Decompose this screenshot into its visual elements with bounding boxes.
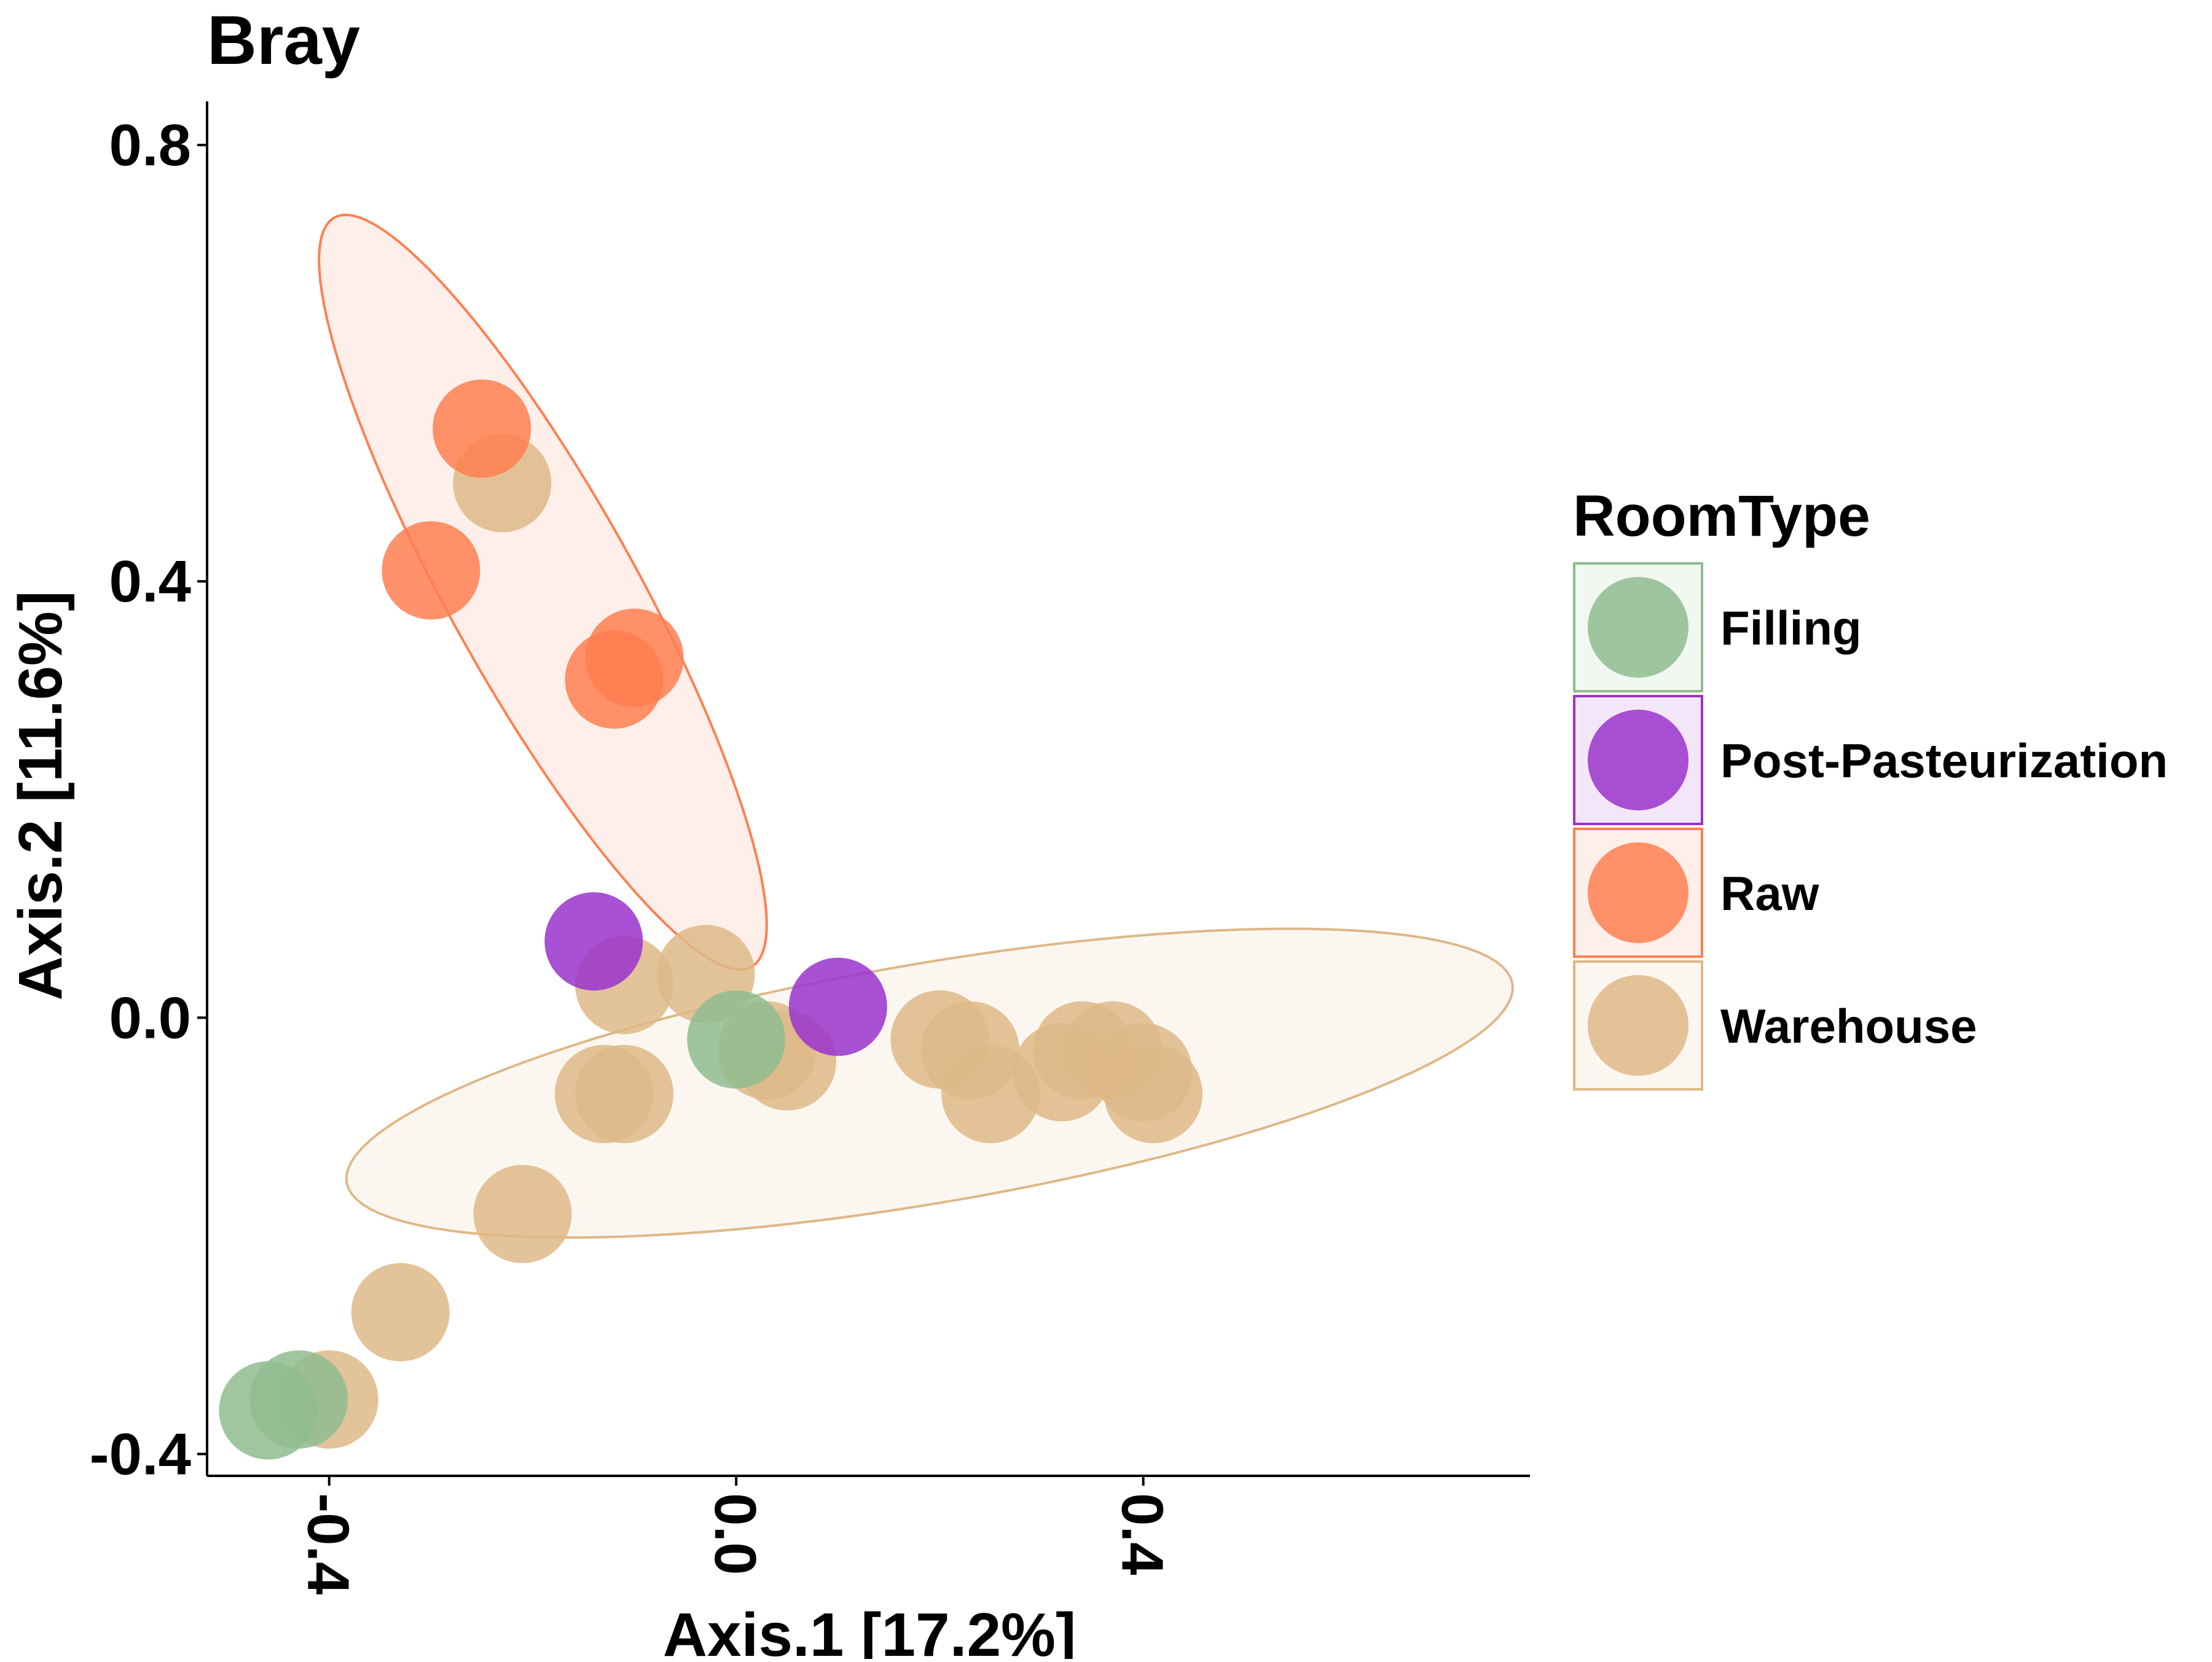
legend-entry-label: Post-Pasteurization xyxy=(1720,734,2168,788)
point-post-pasteurization xyxy=(544,892,643,991)
point-warehouse xyxy=(1104,1045,1203,1143)
x-tick-label: 0.0 xyxy=(702,1493,768,1575)
point-filling xyxy=(219,1361,318,1460)
legend-key-marker xyxy=(1588,842,1688,943)
y-axis-label: Axis.2 [11.6%] xyxy=(6,590,75,1000)
legend-entry-label: Raw xyxy=(1720,866,1819,920)
point-filling xyxy=(687,990,786,1089)
axes-layer: -0.4 0.0 0.4 0.8 -0.4 0.0 0.4 xyxy=(90,101,1530,1594)
x-tick-label: 0.4 xyxy=(1110,1493,1175,1575)
y-tick-label: 0.4 xyxy=(109,549,191,614)
legend-title: RoomType xyxy=(1573,484,1870,549)
point-warehouse xyxy=(575,1045,673,1143)
legend-key-marker xyxy=(1588,975,1688,1076)
legend: RoomType Filling Post-Pasteurization Raw Wa… xyxy=(1573,484,2168,1091)
point-raw xyxy=(382,521,480,620)
point-raw xyxy=(433,379,531,478)
y-tick-label: 0.0 xyxy=(109,985,191,1051)
ellipses-layer xyxy=(318,213,1514,1239)
point-warehouse xyxy=(1013,1023,1112,1122)
points-layer xyxy=(219,379,1203,1460)
y-tick-label: 0.8 xyxy=(109,112,191,178)
legend-key-marker xyxy=(1588,710,1688,810)
legend-entry-label: Warehouse xyxy=(1720,999,1977,1053)
point-raw xyxy=(565,630,664,729)
legend-entry-label: Filling xyxy=(1720,601,1862,655)
point-warehouse xyxy=(351,1263,450,1362)
x-axis-label: Axis.1 [17.2%] xyxy=(663,1601,1077,1659)
legend-key-marker xyxy=(1588,577,1688,678)
point-post-pasteurization xyxy=(788,957,887,1056)
point-warehouse xyxy=(473,1164,572,1263)
x-tick-label: -0.4 xyxy=(296,1493,361,1594)
ellipse-raw xyxy=(318,213,768,971)
y-tick-label: -0.4 xyxy=(90,1421,191,1487)
chart-title: Bray xyxy=(207,2,360,79)
